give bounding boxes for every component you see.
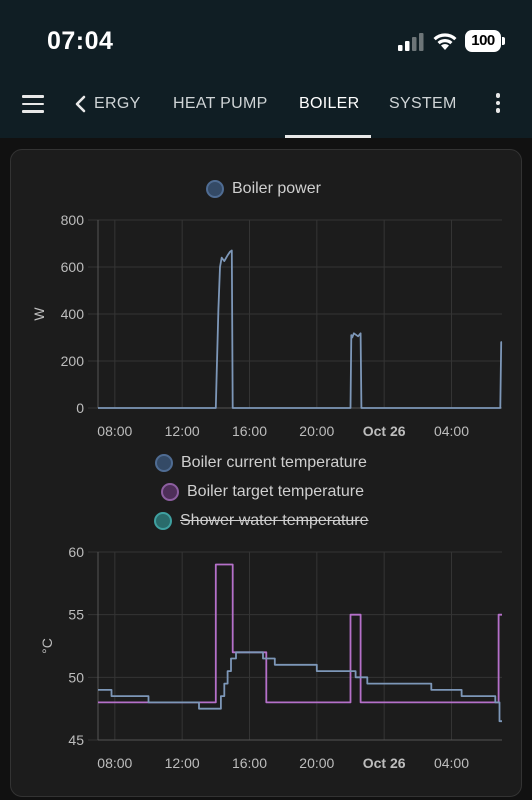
series-line-boiler-current-temperature xyxy=(98,651,502,723)
power-chart: 08:00 12:00 16:00 20:00 Oct 26 04:00 800 600 400… xyxy=(31,212,503,439)
legend-dot-current xyxy=(155,454,173,472)
wifi-icon xyxy=(433,33,457,50)
y-tick-label: 0 xyxy=(76,400,84,416)
tab-heat-pump[interactable]: HEAT PUMP xyxy=(173,95,268,112)
legend-label: Boiler target temperature xyxy=(187,483,364,500)
legend-dot-boiler-power xyxy=(206,180,224,198)
x-tick-label: 04:00 xyxy=(434,423,469,439)
legend-dot-target xyxy=(161,483,179,501)
menu-icon[interactable] xyxy=(22,95,46,115)
tab-energy[interactable]: ERGY xyxy=(94,95,141,112)
toolbar: ERGY HEAT PUMP BOILER SYSTEM xyxy=(0,80,532,138)
y-tick-label: 200 xyxy=(61,353,85,369)
x-tick-label: 08:00 xyxy=(97,423,132,439)
x-tick-label: Oct 26 xyxy=(363,755,406,771)
chevron-left-icon[interactable] xyxy=(72,92,90,116)
y-axis-label: W xyxy=(31,307,47,321)
active-tab-indicator xyxy=(285,135,371,138)
x-tick-label: 20:00 xyxy=(299,423,334,439)
y-tick-label: 55 xyxy=(68,607,84,623)
x-tick-label: Oct 26 xyxy=(363,423,406,439)
legend-label: Boiler power xyxy=(232,180,321,197)
signal-icon xyxy=(398,33,424,51)
y-tick-label: 50 xyxy=(68,669,84,685)
series-line-boiler-target-temperature xyxy=(98,563,502,704)
battery-cap xyxy=(502,37,505,45)
y-tick-label: 800 xyxy=(61,212,85,228)
x-tick-label: 16:00 xyxy=(232,423,267,439)
x-tick-label: 12:00 xyxy=(165,755,200,771)
y-tick-label: 600 xyxy=(61,259,85,275)
series-line-boiler-power xyxy=(98,249,503,409)
history-card: Boiler power 08:00 12:00 16:00 20:00 Oct 26 0… xyxy=(10,149,522,797)
x-tick-label: 16:00 xyxy=(232,755,267,771)
x-tick-label: 12:00 xyxy=(165,423,200,439)
legend-boiler-target-temperature[interactable]: Boiler target temperature xyxy=(161,483,364,501)
tab-system[interactable]: SYSTEM xyxy=(389,95,457,112)
legend-label: Boiler current temperature xyxy=(181,454,367,471)
temperature-chart: 08:00 12:00 16:00 20:00 Oct 26 04:00 60 55 50 45 °… xyxy=(39,544,502,771)
y-axis-label: °C xyxy=(39,638,55,654)
legend-shower-water-temperature[interactable]: Shower water temperature xyxy=(154,512,369,530)
status-bar: 07:04 100 xyxy=(0,0,532,80)
legend-boiler-current-temperature[interactable]: Boiler current temperature xyxy=(155,454,367,472)
x-tick-label: 20:00 xyxy=(299,755,334,771)
y-tick-label: 60 xyxy=(68,544,84,560)
battery-level: 100 xyxy=(465,30,501,52)
tab-boiler[interactable]: BOILER xyxy=(299,95,360,112)
x-tick-label: 04:00 xyxy=(434,755,469,771)
legend-boiler-power[interactable]: Boiler power xyxy=(206,180,321,198)
more-vert-icon[interactable] xyxy=(492,93,504,117)
battery-icon: 100 xyxy=(465,30,505,52)
y-tick-label: 45 xyxy=(68,732,84,748)
app-header: 07:04 100 ERGY HEAT PUMP BOILER SYSTEM xyxy=(0,0,532,138)
status-time: 07:04 xyxy=(47,27,114,55)
y-tick-label: 400 xyxy=(61,306,85,322)
legend-label: Shower water temperature xyxy=(180,512,369,529)
legend-dot-shower xyxy=(154,512,172,530)
x-tick-label: 08:00 xyxy=(97,755,132,771)
